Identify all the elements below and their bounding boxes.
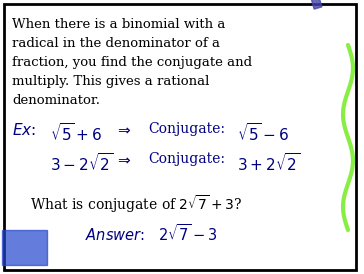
Text: Conjugate:: Conjugate: [148,152,225,166]
Text: $\sqrt{5}-6$: $\sqrt{5}-6$ [237,122,289,144]
Text: $\Rightarrow$: $\Rightarrow$ [115,152,132,167]
Text: denominator.: denominator. [12,94,100,107]
Text: What is conjugate of $2\sqrt{7}+3$?: What is conjugate of $2\sqrt{7}+3$? [30,193,242,215]
Text: $3+2\sqrt{2}$: $3+2\sqrt{2}$ [237,152,300,174]
Text: Conjugate:: Conjugate: [148,122,225,136]
Text: When there is a binomial with a: When there is a binomial with a [12,18,225,31]
FancyArrow shape [303,0,322,9]
Text: $\Rightarrow$: $\Rightarrow$ [115,122,132,137]
Text: radical in the denominator of a: radical in the denominator of a [12,37,220,50]
Text: $\sqrt{5}+6$: $\sqrt{5}+6$ [50,122,102,144]
Text: multiply. This gives a rational: multiply. This gives a rational [12,75,209,88]
Text: fraction, you find the conjugate and: fraction, you find the conjugate and [12,56,252,69]
Text: $3-2\sqrt{2}$: $3-2\sqrt{2}$ [50,152,113,174]
Text: $\mathit{Ex}$:: $\mathit{Ex}$: [12,122,36,138]
Bar [2,230,47,265]
Text: $\mathit{Answer}$:   $2\sqrt{7}-3$: $\mathit{Answer}$: $2\sqrt{7}-3$ [85,223,218,244]
